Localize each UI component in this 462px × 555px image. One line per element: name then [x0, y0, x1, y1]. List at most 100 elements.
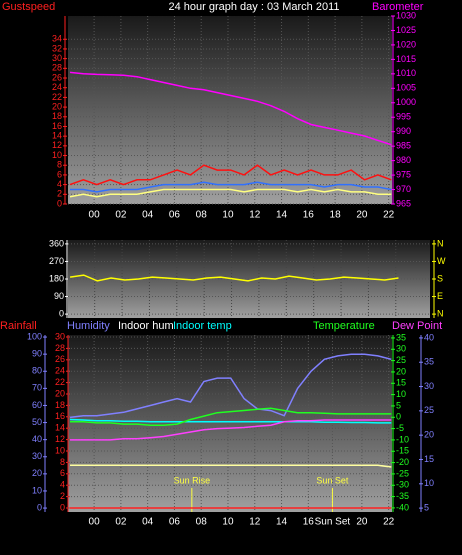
y-tick-label: 12: [52, 140, 62, 150]
y2-tick-label: 990: [396, 126, 411, 136]
y-tick-label: 6: [60, 468, 65, 478]
series-line: [69, 418, 392, 424]
y4-tick-label: 5: [424, 502, 429, 512]
x-tick-label: 14: [276, 517, 288, 528]
y-tick-label: 0: [57, 198, 62, 208]
y2-tick-label: S: [437, 273, 443, 283]
y2-tick-label: 80: [32, 366, 42, 376]
chart-title: 24 hour graph day : 03 March 2011: [168, 1, 339, 13]
y-tick-label: 14: [52, 131, 62, 141]
y2-tick-label: 10: [32, 485, 42, 495]
y2-tick-label: 30: [32, 451, 42, 461]
x-tick-label: 02: [115, 517, 127, 528]
y-tick-label: 16: [55, 411, 65, 421]
y2-tick-label: E: [437, 291, 443, 301]
series-line: [69, 353, 392, 419]
y2-tick-label: N: [437, 238, 444, 248]
y-tick-label: 2: [57, 189, 62, 199]
y4-tick-label: 30: [424, 381, 434, 391]
y3-tick-label: -5: [396, 423, 404, 433]
y2-tick-label: 100: [27, 331, 42, 341]
y2-tick-label: 1015: [396, 54, 416, 64]
y3-tick-label: -35: [396, 491, 409, 501]
y2-tick-label: 985: [396, 141, 411, 151]
y3-tick-label: 0: [396, 412, 401, 422]
x-tick-label: 06: [169, 517, 181, 528]
legend-label: Humidity: [67, 320, 110, 332]
series-line: [69, 71, 392, 146]
y4-tick-label: 20: [424, 430, 434, 440]
y3-tick-label: -25: [396, 468, 409, 478]
series-line: [70, 181, 392, 193]
y-tick-label: 22: [52, 92, 62, 102]
y4-tick-label: 35: [424, 357, 434, 367]
series-line: [69, 188, 392, 198]
y-tick-label: 270: [49, 256, 64, 266]
x-tick-label: 10: [222, 210, 234, 221]
y-tick-label: 26: [55, 354, 65, 364]
x-tick-label: 16: [303, 517, 315, 528]
y2-tick-label: 60: [32, 400, 42, 410]
y2-tick-label: 20: [32, 468, 42, 478]
x-tick-label: 08: [196, 210, 208, 221]
y3-tick-label: 15: [396, 378, 406, 388]
y-tick-label: 20: [55, 388, 65, 398]
y-tick-label: 28: [55, 343, 65, 353]
series-line: [69, 274, 399, 282]
y3-tick-label: -15: [396, 446, 409, 456]
y-tick-label: 18: [55, 400, 65, 410]
y2-tick-label: 1030: [396, 10, 416, 20]
x-tick-label: 04: [142, 210, 154, 221]
y-tick-label: 30: [55, 331, 65, 341]
y-tick-label: 8: [57, 160, 62, 170]
y3-tick-label: -20: [396, 457, 409, 467]
y2-tick-label: 970: [396, 184, 411, 194]
y-tick-label: 18: [52, 111, 62, 121]
y3-tick-label: 30: [396, 344, 406, 354]
x-tick-label: 22: [383, 517, 395, 528]
y3-tick-label: -10: [396, 434, 409, 444]
y-tick-label: 26: [52, 72, 62, 82]
y-tick-label: 20: [52, 101, 62, 111]
x-tick-label: 16: [303, 210, 315, 221]
y-tick-label: 0: [59, 308, 64, 318]
y2-tick-label: 1010: [396, 68, 416, 78]
y-tick-label: 22: [55, 377, 65, 387]
y-tick-label: 4: [57, 179, 62, 189]
y2-tick-label: 0: [37, 502, 42, 512]
y-tick-label: 24: [52, 82, 62, 92]
x-tick-label: Sun Set: [315, 517, 351, 528]
y-tick-label: 34: [52, 34, 62, 44]
y-tick-label: 14: [55, 423, 65, 433]
y2-tick-label: 1005: [396, 83, 416, 93]
y-tick-label: 32: [52, 43, 62, 53]
y-tick-label: 30: [52, 53, 62, 63]
y2-tick-label: 1025: [396, 25, 416, 35]
y-tick-label: 6: [57, 169, 62, 179]
y2-tick-label: W: [437, 256, 446, 266]
y-tick-label: 360: [49, 238, 64, 248]
x-tick-label: 22: [383, 210, 395, 221]
x-tick-label: 04: [142, 517, 154, 528]
y3-tick-label: 35: [396, 332, 406, 342]
y2-axis-label: Barometer: [372, 1, 424, 13]
x-tick-label: 12: [249, 517, 261, 528]
y2-tick-label: 975: [396, 169, 411, 179]
y-tick-label: 4: [60, 480, 65, 490]
plot-area: [68, 16, 392, 204]
y2-tick-label: 995: [396, 112, 411, 122]
y2-tick-label: N: [437, 308, 444, 318]
legend-label: Indoor hum: [118, 320, 174, 332]
legend-label: Indoor temp: [173, 320, 232, 332]
y4-tick-label: 25: [424, 405, 434, 415]
y-tick-label: 12: [55, 434, 65, 444]
x-tick-label: 14: [276, 210, 288, 221]
y2-tick-label: 50: [32, 417, 42, 427]
legend-label: Rainfall: [0, 320, 37, 332]
y3-tick-label: 10: [396, 389, 406, 399]
x-tick-label: 02: [115, 210, 127, 221]
y2-tick-label: 70: [32, 383, 42, 393]
y2-tick-label: 40: [32, 434, 42, 444]
y2-tick-label: 90: [32, 349, 42, 359]
y-tick-label: 180: [49, 273, 64, 283]
